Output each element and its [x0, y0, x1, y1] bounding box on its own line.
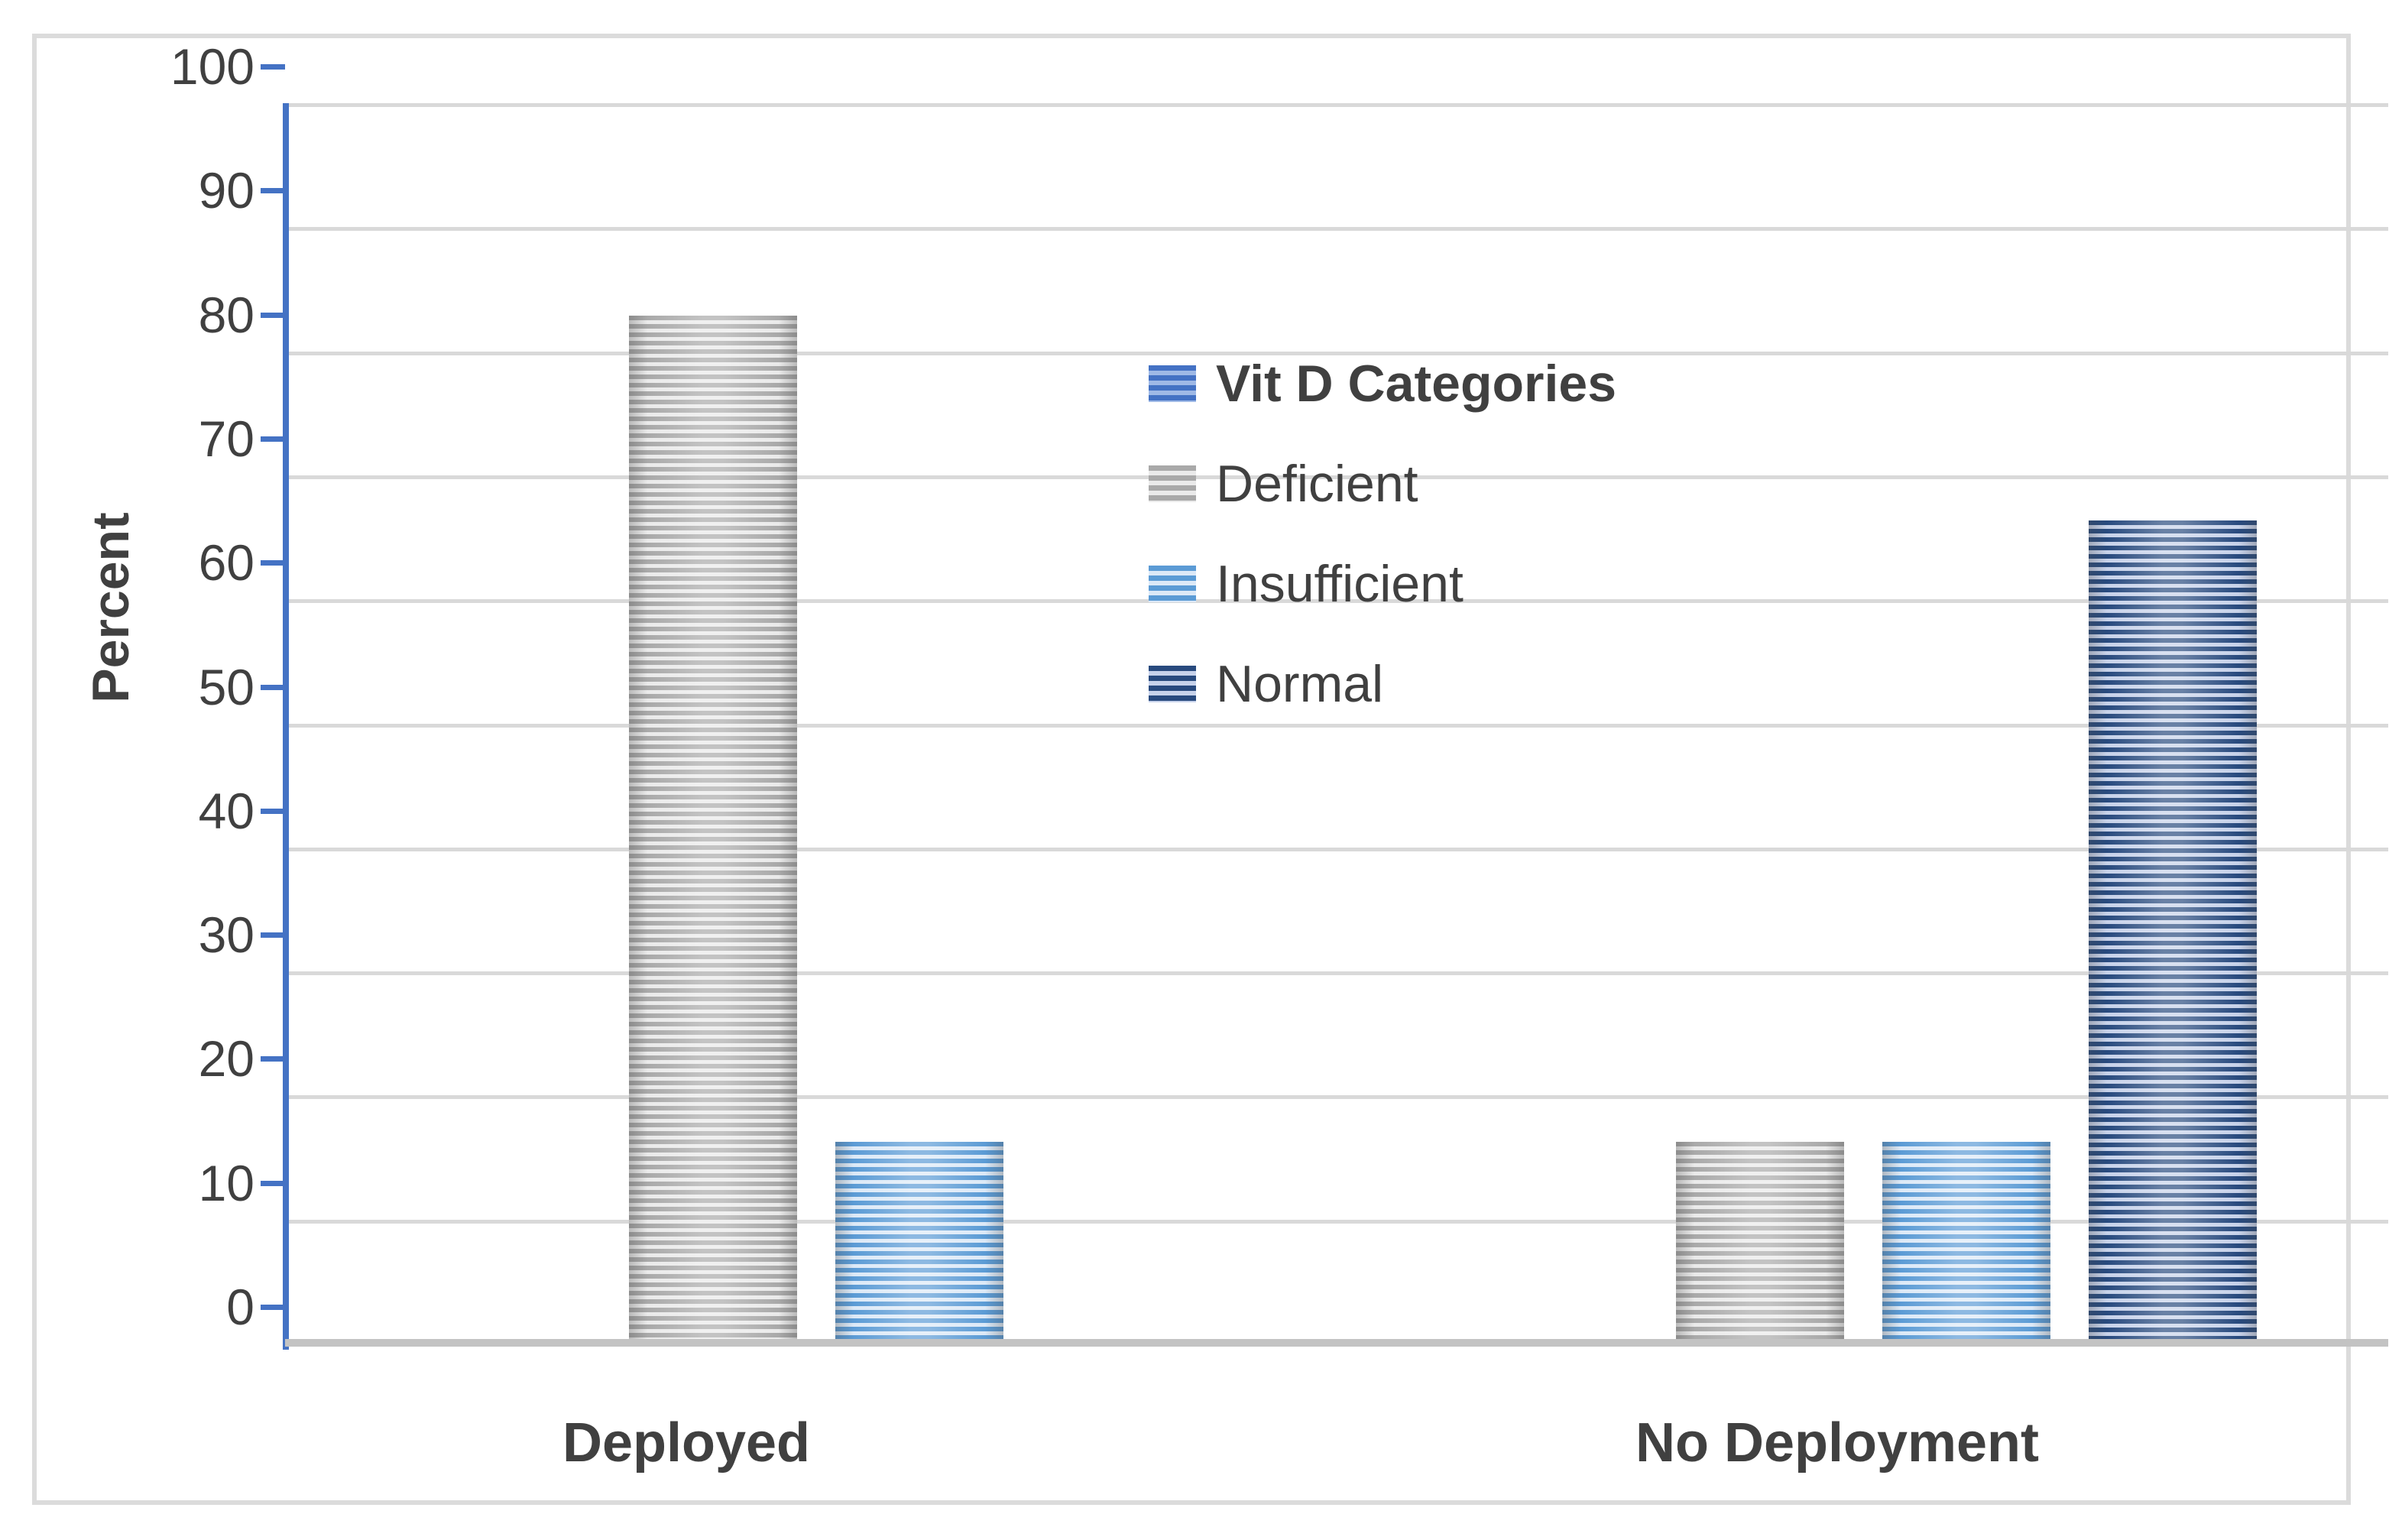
y-tick-label-10: 10	[198, 1154, 254, 1211]
y-tick-label-0: 0	[226, 1279, 254, 1335]
y-tick-label-50: 50	[198, 658, 254, 715]
gridline-70	[285, 475, 2388, 479]
gridline-80	[285, 351, 2388, 355]
y-tick-label-80: 80	[198, 286, 254, 343]
y-tick-label-70: 70	[198, 410, 254, 467]
gridline-100	[285, 103, 2388, 107]
gridline-90	[285, 227, 2388, 232]
y-tick-mark-70	[261, 436, 285, 442]
gridline-20	[285, 1095, 2388, 1100]
y-tick-label-30: 30	[198, 906, 254, 964]
bar-no-deployment-deficient	[1676, 1141, 1844, 1345]
y-axis-line	[283, 103, 289, 1350]
gridline-30	[285, 971, 2388, 976]
y-tick-mark-0	[261, 1305, 285, 1310]
x-category-label-deployed: Deployed	[562, 1412, 811, 1474]
x-axis-baseline	[285, 1339, 2388, 1347]
y-tick-mark-80	[261, 312, 285, 318]
y-tick-label-20: 20	[198, 1030, 254, 1088]
y-tick-label-60: 60	[198, 534, 254, 592]
legend-item-insufficient: Insufficient	[1149, 550, 1464, 618]
legend-item-deficient: Deficient	[1149, 450, 1418, 517]
chart-frame: Percent 100 90 80 70 60 50 40 30 20 10 0 Deployed N…	[32, 34, 2388, 1505]
y-tick-mark-40	[261, 808, 285, 814]
x-category-label-no-deployment: No Deployment	[1635, 1412, 2040, 1474]
y-tick-mark-90	[261, 188, 285, 194]
y-tick-label-100: 100	[170, 38, 254, 95]
y-tick-mark-60	[261, 560, 285, 566]
y-tick-label-40: 40	[198, 782, 254, 839]
bar-deployed-insufficient	[835, 1141, 1003, 1345]
legend-item-insufficient-swatch-icon	[1149, 566, 1196, 602]
y-tick-mark-30	[261, 932, 285, 939]
legend-item-normal-swatch-icon	[1149, 666, 1196, 702]
legend-item-deficient-label: Deficient	[1216, 455, 1418, 513]
gridline-50	[285, 723, 2388, 728]
gridline-40	[285, 847, 2388, 851]
gridline-60	[285, 599, 2388, 604]
y-tick-mark-10	[261, 1180, 285, 1186]
gridline-10	[285, 1219, 2388, 1224]
y-tick-mark-50	[261, 684, 285, 690]
legend-item-normal-label: Normal	[1216, 655, 1384, 713]
bar-deployed-deficient	[629, 315, 797, 1345]
legend-item-deficient-swatch-icon	[1149, 465, 1196, 502]
legend-title: Vit D Categories	[1149, 350, 1616, 417]
y-tick-label-90: 90	[198, 162, 254, 219]
y-tick-mark-20	[261, 1056, 285, 1062]
legend-item-insufficient-label: Insufficient	[1216, 555, 1464, 613]
legend-title-swatch-icon	[1149, 365, 1196, 402]
legend-item-normal: Normal	[1149, 650, 1383, 718]
y-tick-mark-100	[261, 64, 285, 70]
bar-no-deployment-normal	[2089, 520, 2257, 1345]
plot-area	[285, 103, 2388, 1345]
legend-title-label: Vit D Categories	[1216, 355, 1617, 413]
bar-no-deployment-insufficient	[1882, 1141, 2050, 1345]
